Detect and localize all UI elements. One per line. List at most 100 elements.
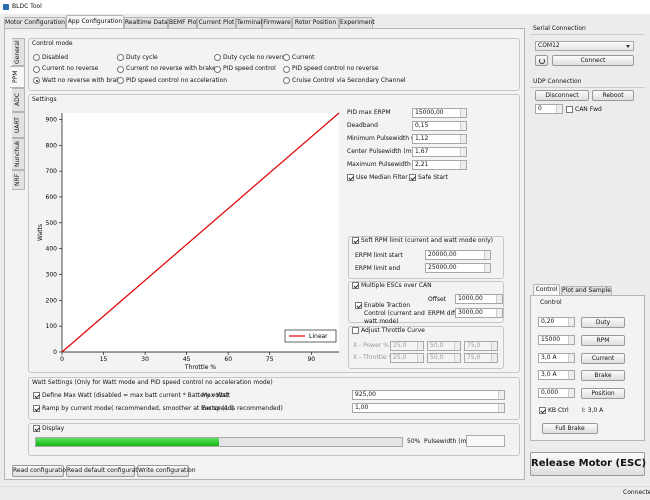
input-field[interactable]: 3,0 A	[538, 352, 575, 363]
input-field[interactable]: 20000,00	[425, 250, 491, 260]
combo-box[interactable]: COM12	[535, 41, 634, 51]
checkbox[interactable]	[33, 405, 40, 412]
checkbox[interactable]	[347, 174, 354, 181]
radio[interactable]	[117, 65, 124, 73]
spin-arrows[interactable]	[484, 251, 490, 259]
input-field[interactable]: 50,0	[427, 341, 461, 351]
spin-arrows[interactable]	[460, 122, 466, 130]
tab[interactable]: Rotor Position	[292, 17, 339, 28]
spin-arrows[interactable]	[460, 109, 466, 117]
combo-arrow[interactable]	[626, 45, 630, 48]
checkbox[interactable]	[539, 407, 546, 414]
input-field[interactable]: 75,0	[464, 353, 498, 363]
radio[interactable]	[283, 54, 290, 61]
tab[interactable]: Terminal	[236, 17, 263, 28]
spin-arrows[interactable]	[460, 148, 466, 156]
input-field[interactable]: 0,20	[538, 317, 575, 327]
button[interactable]: Read default configuration	[66, 465, 147, 477]
tab[interactable]: Plot and Sample	[561, 286, 612, 295]
tab[interactable]: Motor Configuration	[4, 17, 66, 28]
spin-arrows[interactable]	[498, 391, 504, 399]
tab[interactable]: App Configuration	[66, 15, 124, 28]
side-tab[interactable]: General	[12, 38, 25, 66]
tab[interactable]: Firmware	[262, 17, 292, 28]
input-field[interactable]: 1,67	[412, 147, 467, 157]
radio[interactable]	[214, 65, 221, 73]
button[interactable]: Duty	[581, 317, 625, 328]
spin-arrows[interactable]	[568, 318, 574, 326]
radio[interactable]	[33, 77, 40, 84]
button[interactable]: Position	[581, 388, 625, 400]
spin-arrows[interactable]	[568, 353, 574, 362]
input-field[interactable]: 1,12	[412, 134, 467, 144]
input-field[interactable]: 25000,00	[425, 263, 491, 273]
tab[interactable]: BEMF Plot	[168, 17, 199, 28]
side-tab[interactable]: Nunchuk	[12, 138, 25, 170]
spin-arrows[interactable]	[491, 342, 497, 350]
spin-arrows[interactable]	[454, 354, 460, 362]
radio[interactable]	[283, 77, 290, 84]
radio[interactable]	[214, 54, 221, 61]
input-field[interactable]: 2,21	[412, 160, 467, 170]
spin-arrows[interactable]	[568, 371, 574, 380]
input-field[interactable]: 0	[535, 104, 563, 114]
side-tab[interactable]: NRF	[12, 170, 25, 190]
spin-arrows[interactable]	[498, 404, 504, 412]
input-field[interactable]: 15000,00	[412, 108, 467, 118]
button[interactable]: Connect	[552, 55, 634, 66]
tab[interactable]: Current Plot	[197, 17, 236, 28]
button[interactable]: RPM	[581, 334, 625, 346]
side-tab[interactable]: ADC	[12, 88, 25, 112]
button[interactable]: Write configuration	[137, 465, 196, 477]
button[interactable]: Current	[581, 352, 625, 364]
spin-arrows[interactable]	[454, 342, 460, 350]
checkbox[interactable]	[352, 237, 359, 244]
checkbox[interactable]	[352, 282, 359, 289]
radio[interactable]	[33, 65, 40, 73]
checkbox[interactable]	[355, 302, 362, 309]
radio[interactable]	[283, 65, 290, 73]
spin-arrows[interactable]	[491, 354, 497, 362]
checkbox[interactable]	[409, 174, 416, 181]
spin-arrows[interactable]	[568, 389, 574, 398]
input-field[interactable]: 25,0	[390, 353, 424, 363]
spin-arrows[interactable]	[460, 161, 466, 169]
input-field[interactable]: 0,15	[412, 121, 467, 131]
input-field[interactable]: 3000,00	[455, 308, 503, 318]
spin-arrows[interactable]	[496, 309, 502, 317]
spin-arrows[interactable]	[417, 354, 423, 362]
input-field[interactable]: 925,00	[352, 390, 505, 400]
button[interactable]: Brake	[581, 370, 625, 382]
button[interactable]: Full Brake	[542, 423, 598, 434]
spin-arrows[interactable]	[496, 295, 502, 303]
input-field[interactable]: 0,000	[538, 388, 575, 399]
tab[interactable]: Realtime Data	[124, 17, 168, 28]
button[interactable]: Disconnect	[535, 90, 589, 101]
button[interactable]: Read configuration	[12, 465, 70, 477]
spin-arrows[interactable]	[568, 335, 574, 344]
input-field[interactable]: 3,0 A	[538, 370, 575, 381]
input-field[interactable]: 25,0	[390, 341, 424, 351]
spin-arrows[interactable]	[556, 105, 562, 113]
checkbox[interactable]	[33, 425, 40, 432]
spin-arrows[interactable]	[484, 264, 490, 272]
checkbox[interactable]	[352, 327, 359, 334]
checkbox[interactable]	[566, 106, 573, 113]
button[interactable]: Release Motor (ESC)	[530, 452, 646, 476]
side-tab[interactable]: PPM	[10, 66, 25, 88]
checkbox[interactable]	[33, 392, 40, 399]
spin-arrows[interactable]	[460, 135, 466, 143]
input-field[interactable]: 15000	[538, 334, 575, 345]
input-field[interactable]: 1,00	[352, 403, 505, 413]
input-field[interactable]: 1000,00	[455, 294, 503, 304]
radio[interactable]	[33, 54, 40, 61]
spin-arrows[interactable]	[417, 342, 423, 350]
tab[interactable]: Control	[533, 284, 560, 295]
button[interactable]: Reboot	[592, 90, 634, 101]
radio[interactable]	[117, 77, 124, 84]
tab[interactable]: Experiment	[339, 17, 375, 28]
radio[interactable]	[117, 54, 124, 61]
side-tab[interactable]: UART	[12, 112, 25, 138]
input-field[interactable]: 75,0	[464, 341, 498, 351]
input-field[interactable]: 50,0	[427, 353, 461, 363]
